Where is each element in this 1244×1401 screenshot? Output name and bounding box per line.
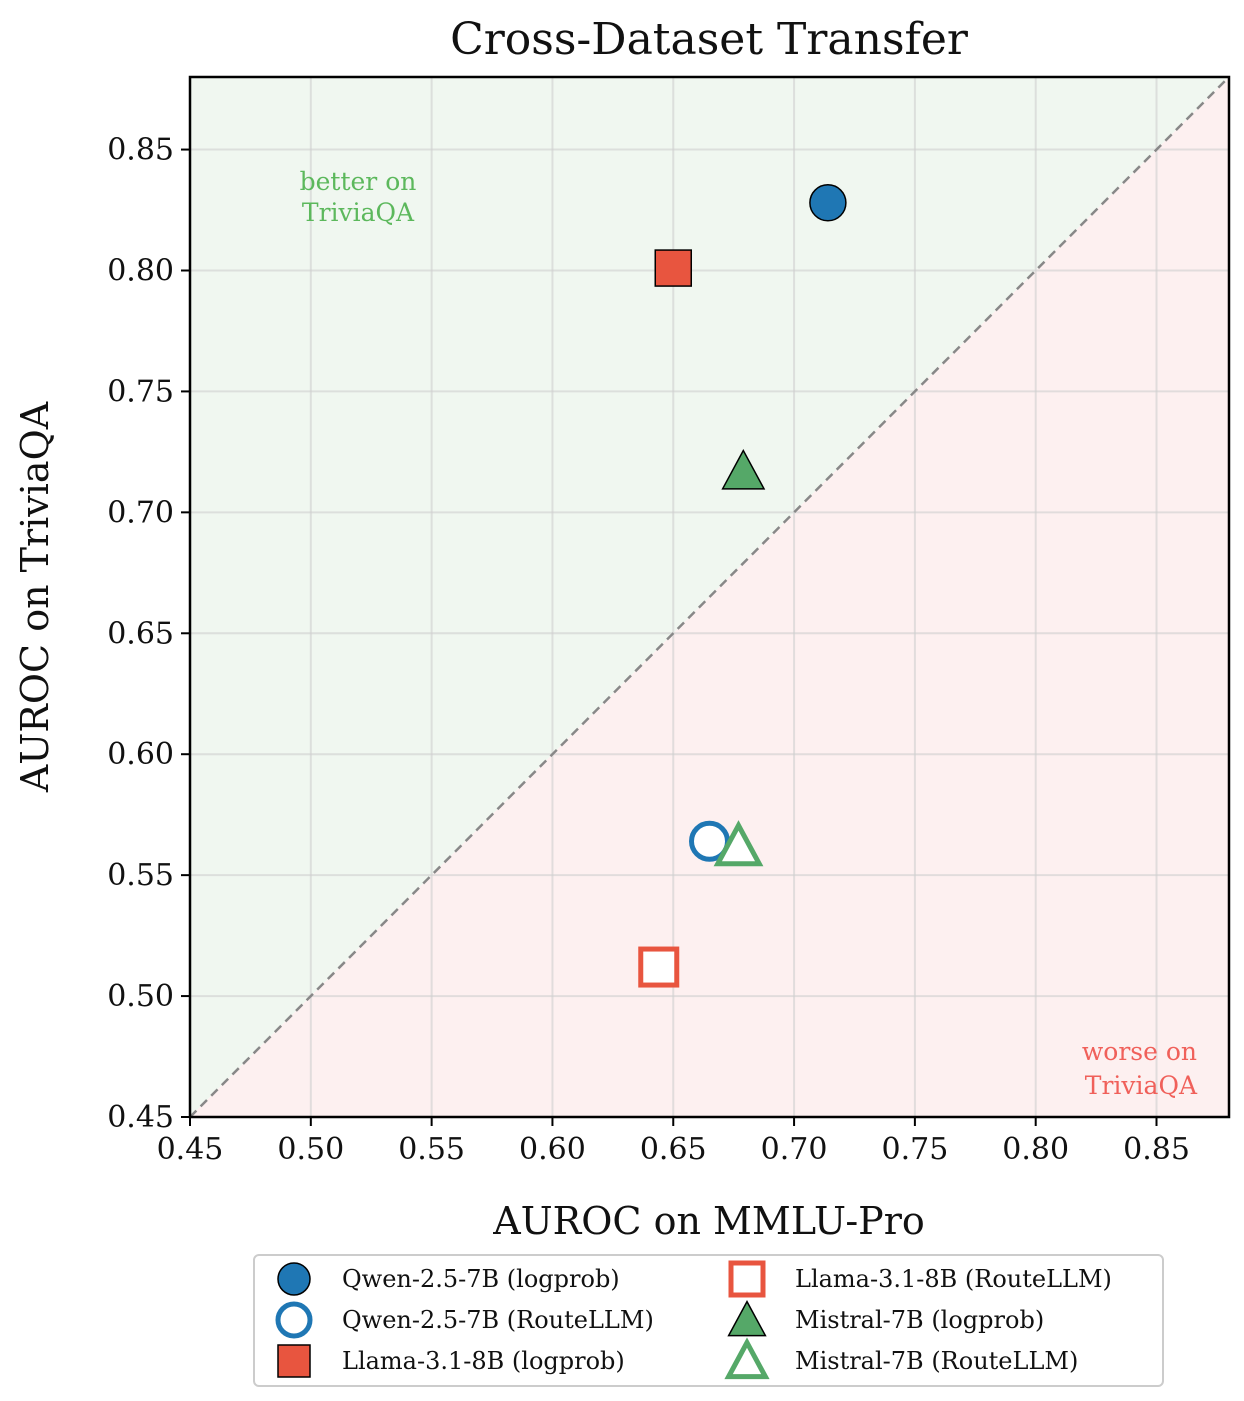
annotation-worse-line2: TriviaQA [1085,1071,1198,1100]
x-tick-label: 0.55 [398,1132,465,1167]
y-tick-label: 0.75 [107,374,174,409]
y-tick-label: 0.80 [107,253,174,288]
data-point-3 [654,249,693,287]
chart-title: Cross-Dataset Transfer [450,14,969,65]
y-axis-ticks: 0.45 0.50 0.55 0.60 0.65 0.70 0.75 0.80 0.85 [107,133,190,1135]
diagonal-line [190,77,1229,1117]
y-tick-label: 0.45 [107,1100,174,1135]
annotation-worse-line1: worse on [1082,1037,1197,1066]
diagonal-reference [190,77,1229,1117]
x-tick-label: 0.45 [157,1132,224,1167]
y-axis-label: AUROC on TriviaQA [13,401,57,793]
plot-frame [188,75,1231,1119]
legend-marker-5 [727,1300,767,1337]
legend-label-2: Qwen-2.5-7B (RouteLLM) [342,1306,654,1334]
x-axis-ticks: 0.45 0.50 0.55 0.60 0.65 0.70 0.75 0.80 0.85 [157,1117,1190,1167]
y-tick-label: 0.70 [107,495,174,530]
legend-marker-6 [724,1337,770,1380]
y-tick-label: 0.65 [107,616,174,651]
legend-marker-4 [728,1260,766,1298]
legend-label-6: Mistral-7B (RouteLLM) [795,1347,1078,1375]
data-point-1 [809,184,847,222]
x-tick-label: 0.65 [640,1132,707,1167]
legend-marker-2 [275,1301,313,1339]
annotation-better-line1: better on [300,167,417,196]
legend-marker-3 [277,1344,311,1378]
x-tick-label: 0.50 [277,1132,344,1167]
grid-lines [190,77,1229,1117]
annotations: better on TriviaQA worse on TriviaQA [300,167,1198,1100]
data-point-5 [721,448,766,490]
legend: Qwen-2.5-7B (logprob) Qwen-2.5-7B (RouteL… [253,1254,1164,1387]
x-tick-label: 0.60 [519,1132,586,1167]
legend-marker-1 [277,1262,311,1296]
legend-label-3: Llama-3.1-8B (logprob) [342,1347,625,1375]
y-tick-label: 0.85 [107,133,174,168]
data-point-4 [638,946,680,988]
x-tick-label: 0.75 [881,1132,948,1167]
x-tick-label: 0.80 [1002,1132,1069,1167]
y-tick-label: 0.60 [107,737,174,772]
legend-label-5: Mistral-7B (logprob) [795,1306,1044,1334]
data-points [638,184,847,988]
y-tick-label: 0.50 [107,979,174,1014]
legend-label-1: Qwen-2.5-7B (logprob) [342,1265,620,1293]
x-tick-label: 0.70 [761,1132,828,1167]
x-axis-label: AUROC on MMLU-Pro [492,1199,925,1243]
legend-box [253,1254,1164,1387]
data-point-6 [713,820,764,867]
annotation-better-line2: TriviaQA [302,198,415,227]
x-tick-label: 0.85 [1123,1132,1190,1167]
legend-label-4: Llama-3.1-8B (RouteLLM) [795,1265,1112,1293]
y-tick-label: 0.55 [107,858,174,893]
